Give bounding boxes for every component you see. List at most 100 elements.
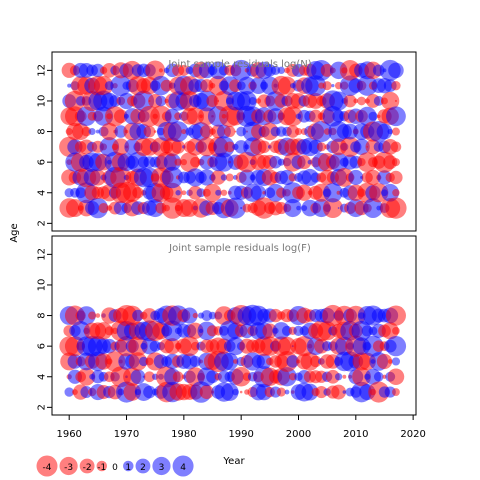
residual-marker [233,359,238,364]
residual-marker [385,197,407,219]
residual-marker [100,122,118,141]
residual-marker [164,108,180,124]
residual-marker [365,169,381,186]
residual-marker [239,390,243,394]
residual-marker [220,383,239,401]
residual-marker [348,169,364,185]
residual-marker [250,185,267,201]
y-tick-label: 10 [37,95,48,108]
residual-marker [296,184,313,201]
panel-title-logF: Joint sample residuals log(F) [168,243,311,254]
residual-marker [162,182,183,203]
residual-marker [277,66,285,75]
residual-marker [256,353,272,370]
residual-marker [208,311,217,320]
residual-marker [373,96,384,106]
residual-marker [221,352,239,371]
residual-marker [231,366,251,387]
legend-label: 2 [140,463,146,473]
x-axis-label: Year [222,456,245,467]
residual-marker [269,155,282,169]
residual-marker [167,121,189,142]
residual-marker [144,371,155,383]
residual-marker [326,369,340,384]
residual-marker [385,336,407,357]
residual-marker [373,371,384,382]
residual-marker [87,197,109,219]
residual-marker [132,187,144,199]
residual-marker [392,388,400,396]
residual-marker [322,81,332,91]
residual-marker [224,141,236,153]
residual-marker [88,311,97,320]
residual-marker [95,313,101,318]
residual-marker [389,170,403,185]
residual-marker [128,352,148,371]
legend-label: -1 [97,463,106,473]
residual-marker [178,64,190,76]
residual-marker [310,121,332,143]
residual-marker [276,387,286,397]
residual-marker [357,106,377,126]
residual-marker [284,389,290,395]
residual-marker [76,106,97,126]
legend-label: -3 [64,463,73,473]
residual-marker [334,168,354,187]
residual-marker [283,199,302,218]
residual-marker [113,109,128,124]
residual-marker [286,355,300,368]
legend-marker [152,456,171,476]
residual-marker [248,97,257,105]
residual-marker [331,84,335,88]
plot-frame-logN [51,51,417,232]
residual-marker [342,390,347,394]
residual-marker [224,125,236,138]
residual-marker [357,152,378,173]
residual-marker [155,95,167,107]
residual-marker [226,337,245,356]
residual-marker [357,96,366,106]
residual-marker [175,190,181,196]
residual-marker [203,183,222,202]
x-axis: 1960 1970 1980 1990 2000 2010 2020 [56,414,426,440]
residual-marker [112,138,130,156]
residual-marker [376,353,393,370]
residual-marker [320,63,334,77]
residual-marker [224,197,246,219]
legend-marker [123,460,134,472]
residual-marker [88,128,96,136]
residual-marker [64,90,86,112]
residual-marker [296,205,301,211]
residual-marker [277,336,297,356]
legend-marker [135,458,151,474]
residual-marker [394,99,397,103]
y-axis-logN: 2 4 6 8 10 12 [37,64,52,227]
residual-marker [225,173,234,182]
residual-marker [181,128,187,135]
residual-marker [181,307,198,324]
residual-marker [392,327,400,335]
residual-marker [309,109,323,123]
y-tick-label: 4 [37,190,48,196]
residual-marker [357,75,378,96]
residual-marker [383,155,398,170]
residual-marker [158,68,163,73]
residual-marker [323,183,343,203]
residual-marker [236,91,257,111]
residual-marker [385,305,406,326]
residual-marker [289,373,297,381]
residual-marker [189,355,201,368]
residual-marker [277,158,285,166]
y-tick-label: 10 [37,279,48,292]
residual-marker [171,139,186,154]
residual-marker [89,169,106,186]
residual-marker [315,386,328,399]
residual-marker [153,130,157,133]
residual-marker [391,158,400,167]
panel-logN: Joint sample residuals log(N) 2 4 6 8 10 12 [37,51,417,232]
x-tick-label: 2000 [286,429,311,440]
residual-marker [381,322,399,340]
y-tick-label: 6 [37,343,48,349]
residual-marker [257,140,271,154]
y-tick-label: 8 [37,128,48,134]
